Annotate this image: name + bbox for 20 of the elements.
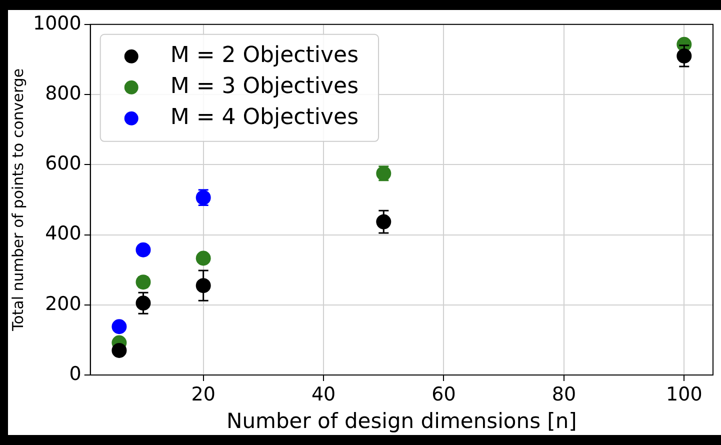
x-tick-label: 40 bbox=[311, 383, 336, 406]
point bbox=[196, 250, 211, 266]
y-tick-label: 600 bbox=[45, 152, 82, 175]
legend-label: M = 4 Objectives bbox=[170, 105, 359, 130]
x-axis-title: Number of design dimensions [n] bbox=[226, 408, 577, 433]
point bbox=[136, 242, 151, 258]
x-tick-label: 80 bbox=[552, 383, 576, 406]
legend-label: M = 2 Objectives bbox=[170, 43, 359, 68]
point bbox=[112, 342, 127, 358]
y-tick-label: 200 bbox=[45, 292, 82, 315]
y-tick-label: 400 bbox=[45, 222, 82, 245]
y-tick-label: 1000 bbox=[32, 12, 82, 34]
x-tick-label: 20 bbox=[191, 383, 216, 406]
y-tick-label: 0 bbox=[69, 362, 82, 385]
y-axis-title: Total number of points to converge bbox=[8, 68, 27, 332]
legend-label: M = 3 Objectives bbox=[170, 74, 359, 100]
x-tick-label: 60 bbox=[432, 383, 456, 406]
y-tick-label: 800 bbox=[45, 82, 82, 104]
x-tick-label: 100 bbox=[666, 383, 702, 406]
point bbox=[112, 319, 127, 334]
